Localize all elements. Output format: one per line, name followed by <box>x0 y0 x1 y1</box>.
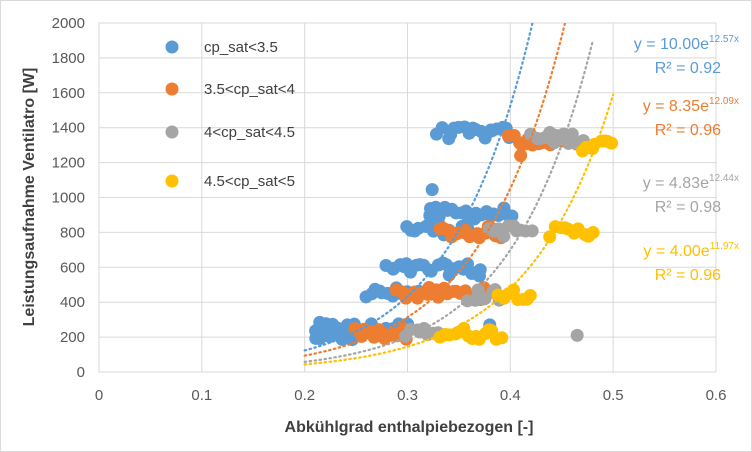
data-point <box>525 224 539 238</box>
trendline-equation: y = 10.00e12.57x <box>634 34 739 53</box>
data-point <box>543 230 557 244</box>
data-point <box>495 331 509 345</box>
y-tick-label: 1600 <box>52 85 85 102</box>
axis-tick-labels: 0 0.1 0.2 0.3 0.4 0.5 0.6 0 200 400 600 800 1000 1200… <box>52 15 727 404</box>
y-axis-title: Leistungsaufnahme Ventilatro [W] <box>21 68 38 327</box>
trendline-r2: R² = 0.96 <box>655 267 721 284</box>
data-point <box>425 183 439 197</box>
y-tick-label: 1400 <box>52 120 85 137</box>
legend-marker <box>165 125 179 139</box>
x-tick-label: 0.5 <box>603 387 624 404</box>
x-tick-label: 0.4 <box>500 387 521 404</box>
series-4-trendline <box>303 93 615 366</box>
trendline-r2: R² = 0.98 <box>655 199 721 216</box>
y-tick-label: 1000 <box>52 190 85 207</box>
series-3-trendline <box>303 40 594 363</box>
data-point <box>514 149 528 163</box>
y-tick-label: 2000 <box>52 15 85 32</box>
y-tick-label: 800 <box>60 224 85 241</box>
trendline-r2: R² = 0.92 <box>655 60 721 77</box>
trendline-equations: y = 10.00e12.57x R² = 0.92 y = 8.35e12.09x… <box>634 34 739 284</box>
data-points <box>309 120 619 347</box>
series-2-points <box>348 128 569 346</box>
y-tick-label: 0 <box>77 364 85 381</box>
legend-label: 3.5<cp_sat<4 <box>204 81 295 98</box>
legend-marker <box>165 174 179 188</box>
y-tick-label: 1200 <box>52 155 85 172</box>
x-tick-label: 0 <box>95 387 103 404</box>
x-tick-label: 0.2 <box>294 387 315 404</box>
x-tick-label: 0.6 <box>706 387 727 404</box>
trendline-equation: y = 4.83e12.44x <box>643 173 739 192</box>
series-1-trendline <box>303 23 534 352</box>
trendline-r2: R² = 0.96 <box>655 122 721 139</box>
series-3-points <box>398 126 590 343</box>
data-point <box>570 328 584 342</box>
trendline-equation: y = 4.00e11.97x <box>643 241 739 260</box>
data-point <box>505 209 519 223</box>
data-point <box>472 269 486 283</box>
x-tick-label: 0.1 <box>191 387 212 404</box>
data-point <box>330 321 344 335</box>
series-4-points <box>433 134 619 346</box>
legend-marker <box>165 82 179 96</box>
trendline-equation: y = 8.35e12.09x <box>643 96 739 115</box>
legend-label: cp_sat<3.5 <box>204 39 278 56</box>
legend-marker <box>165 40 179 54</box>
data-point <box>605 136 619 150</box>
legend: cp_sat<3.5 3.5<cp_sat<4 4<cp_sat<4.5 4.5<cp… <box>165 39 295 190</box>
y-tick-label: 200 <box>60 329 85 346</box>
trendlines <box>303 23 615 366</box>
data-point <box>497 229 511 243</box>
data-point <box>523 288 537 302</box>
y-tick-label: 1800 <box>52 50 85 67</box>
data-point <box>565 127 579 141</box>
legend-label: 4<cp_sat<4.5 <box>204 124 295 141</box>
x-tick-label: 0.3 <box>397 387 418 404</box>
y-tick-label: 400 <box>60 294 85 311</box>
x-axis-title: Abkühlgrad enthalpiebezogen [-] <box>285 419 534 436</box>
series-2-trendline <box>303 23 567 357</box>
series-1-points <box>309 120 519 347</box>
data-point <box>586 225 600 239</box>
y-tick-label: 600 <box>60 259 85 276</box>
legend-label: 4.5<cp_sat<5 <box>204 173 295 190</box>
